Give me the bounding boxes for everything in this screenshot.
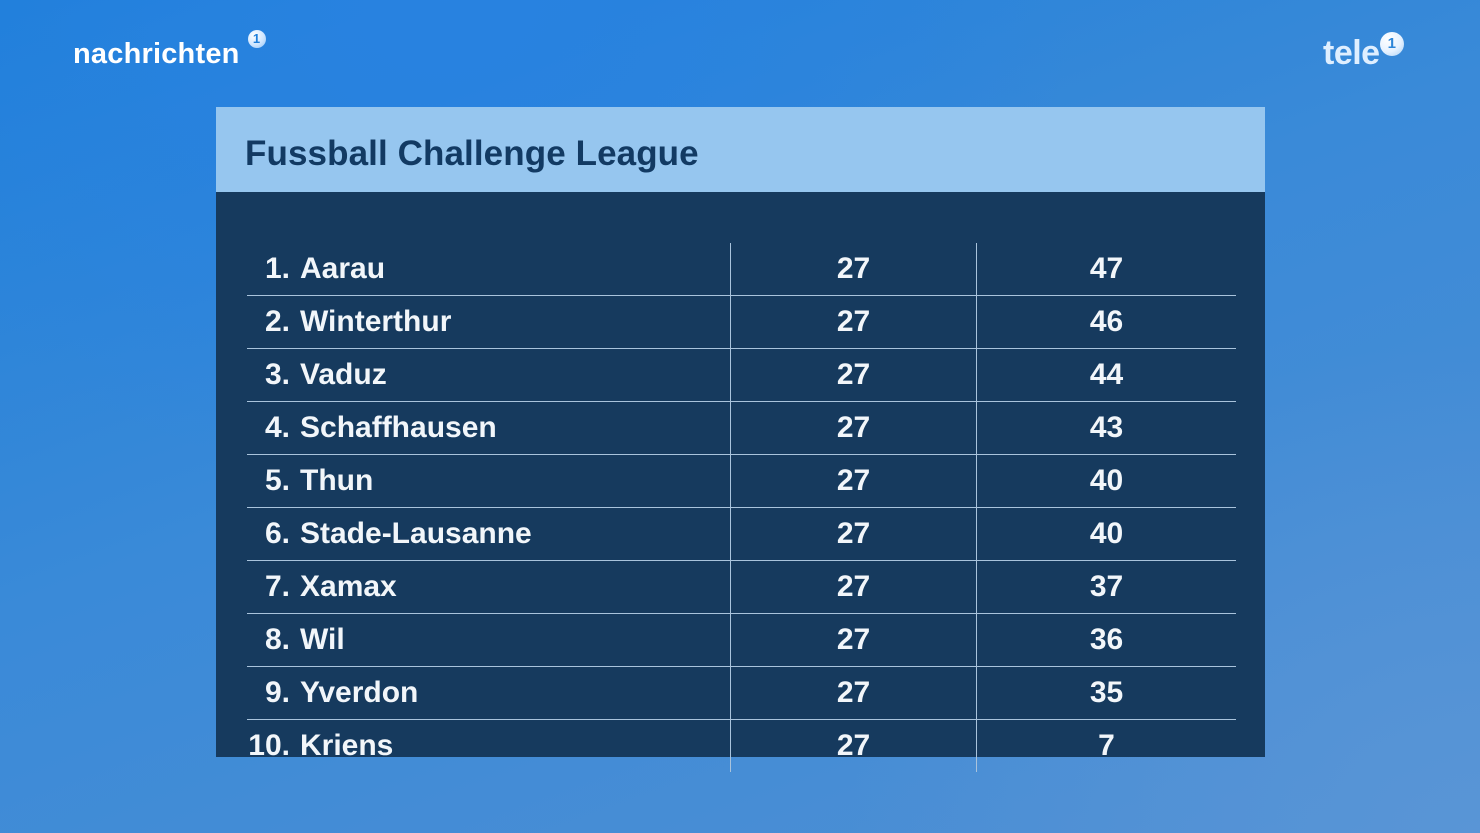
table-row: 7. Xamax 27 37 [247,560,1236,614]
points-cell: 46 [976,295,1236,349]
panel-header: Fussball Challenge League [216,107,1265,192]
tele-logo-text: tele [1323,34,1380,72]
team-cell: Vaduz [300,348,731,402]
tele-logo: tele 1 [1323,32,1404,73]
channel-one-badge-icon: 1 [1379,32,1404,56]
points-cell: 37 [976,560,1236,614]
games-cell: 27 [730,560,977,614]
channel-one-badge-icon: 1 [247,30,266,48]
team-cell: Xamax [300,560,731,614]
points-cell: 35 [976,666,1236,720]
panel-title: Fussball Challenge League [245,134,699,173]
rank-cell: 5. [247,454,300,508]
rank-cell: 1. [247,243,300,296]
table-row: 8. Wil 27 36 [247,613,1236,667]
team-cell: Stade-Lausanne [300,507,731,561]
rank-cell: 10. [248,729,290,762]
rank-cell: 8. [247,613,300,667]
table-row: 6. Stade-Lausanne 27 40 [247,507,1236,561]
team-cell: Schaffhausen [300,401,731,455]
games-cell: 27 [730,454,977,508]
rank-cell: 3. [247,348,300,402]
rank-cell: 4. [247,401,300,455]
rank-cell: 7. [247,560,300,614]
nachrichten-logo-text: nachrichten [73,38,240,70]
games-cell: 27 [730,719,977,772]
points-cell: 40 [976,507,1236,561]
games-cell: 27 [730,348,977,402]
table-row: 10. Kriens 27 7 [247,719,1236,772]
team-cell: Aarau [300,243,731,296]
rank-cell: 9. [247,666,300,720]
games-cell: 27 [730,243,977,296]
games-cell: 27 [730,507,977,561]
table-row: 9. Yverdon 27 35 [247,666,1236,720]
team-cell: Kriens [300,719,731,772]
rank-cell: 6. [247,507,300,561]
points-cell: 36 [976,613,1236,667]
games-cell: 27 [730,401,977,455]
standings-table: 1. Aarau 27 47 2. Winterthur 27 46 3. Va… [247,243,1236,772]
points-cell: 47 [976,243,1236,296]
games-cell: 27 [730,295,977,349]
points-cell: 43 [976,401,1236,455]
games-cell: 27 [730,613,977,667]
team-cell: Wil [300,613,731,667]
rank-cell: 2. [247,295,300,349]
team-cell: Winterthur [300,295,731,349]
points-cell: 7 [1098,729,1115,762]
team-cell: Yverdon [300,666,731,720]
table-row: 5. Thun 27 40 [247,454,1236,508]
table-row: 3. Vaduz 27 44 [247,348,1236,402]
nachrichten-logo: nachrichten 1 [73,30,266,71]
team-cell: Thun [300,454,731,508]
table-row: 2. Winterthur 27 46 [247,295,1236,349]
games-cell: 27 [730,666,977,720]
standings-panel: Fussball Challenge League 1. Aarau 27 47… [216,107,1265,772]
table-row: 4. Schaffhausen 27 43 [247,401,1236,455]
points-cell: 44 [976,348,1236,402]
table-row: 1. Aarau 27 47 [247,243,1236,296]
points-cell: 40 [976,454,1236,508]
